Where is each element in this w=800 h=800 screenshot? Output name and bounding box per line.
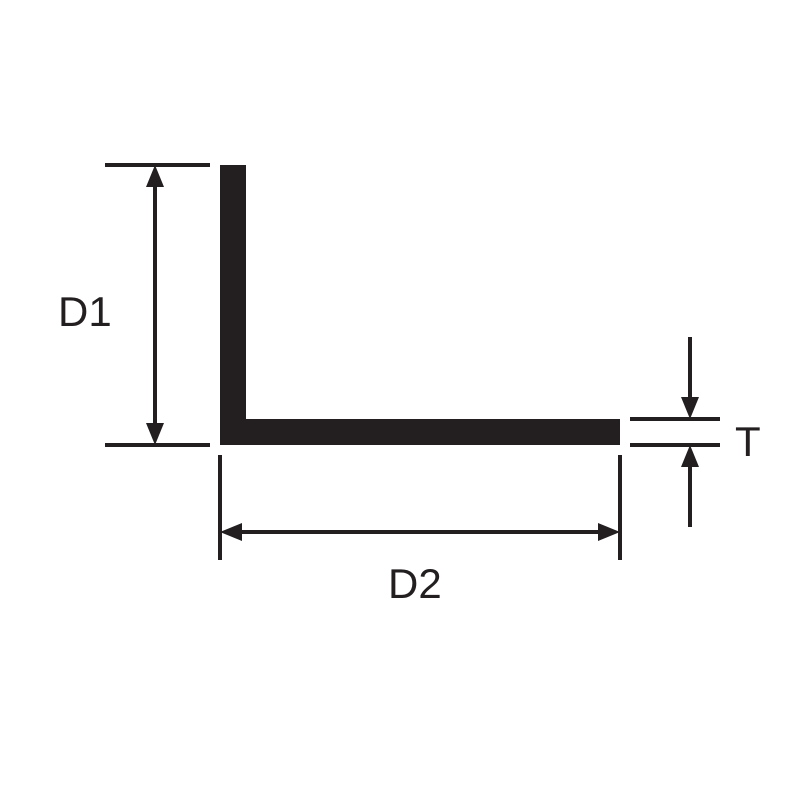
label-d2: D2	[388, 560, 442, 608]
diagram-svg	[0, 0, 800, 800]
label-t: T	[735, 418, 761, 466]
label-d1: D1	[58, 288, 112, 336]
diagram-canvas: D1 D2 T	[0, 0, 800, 800]
